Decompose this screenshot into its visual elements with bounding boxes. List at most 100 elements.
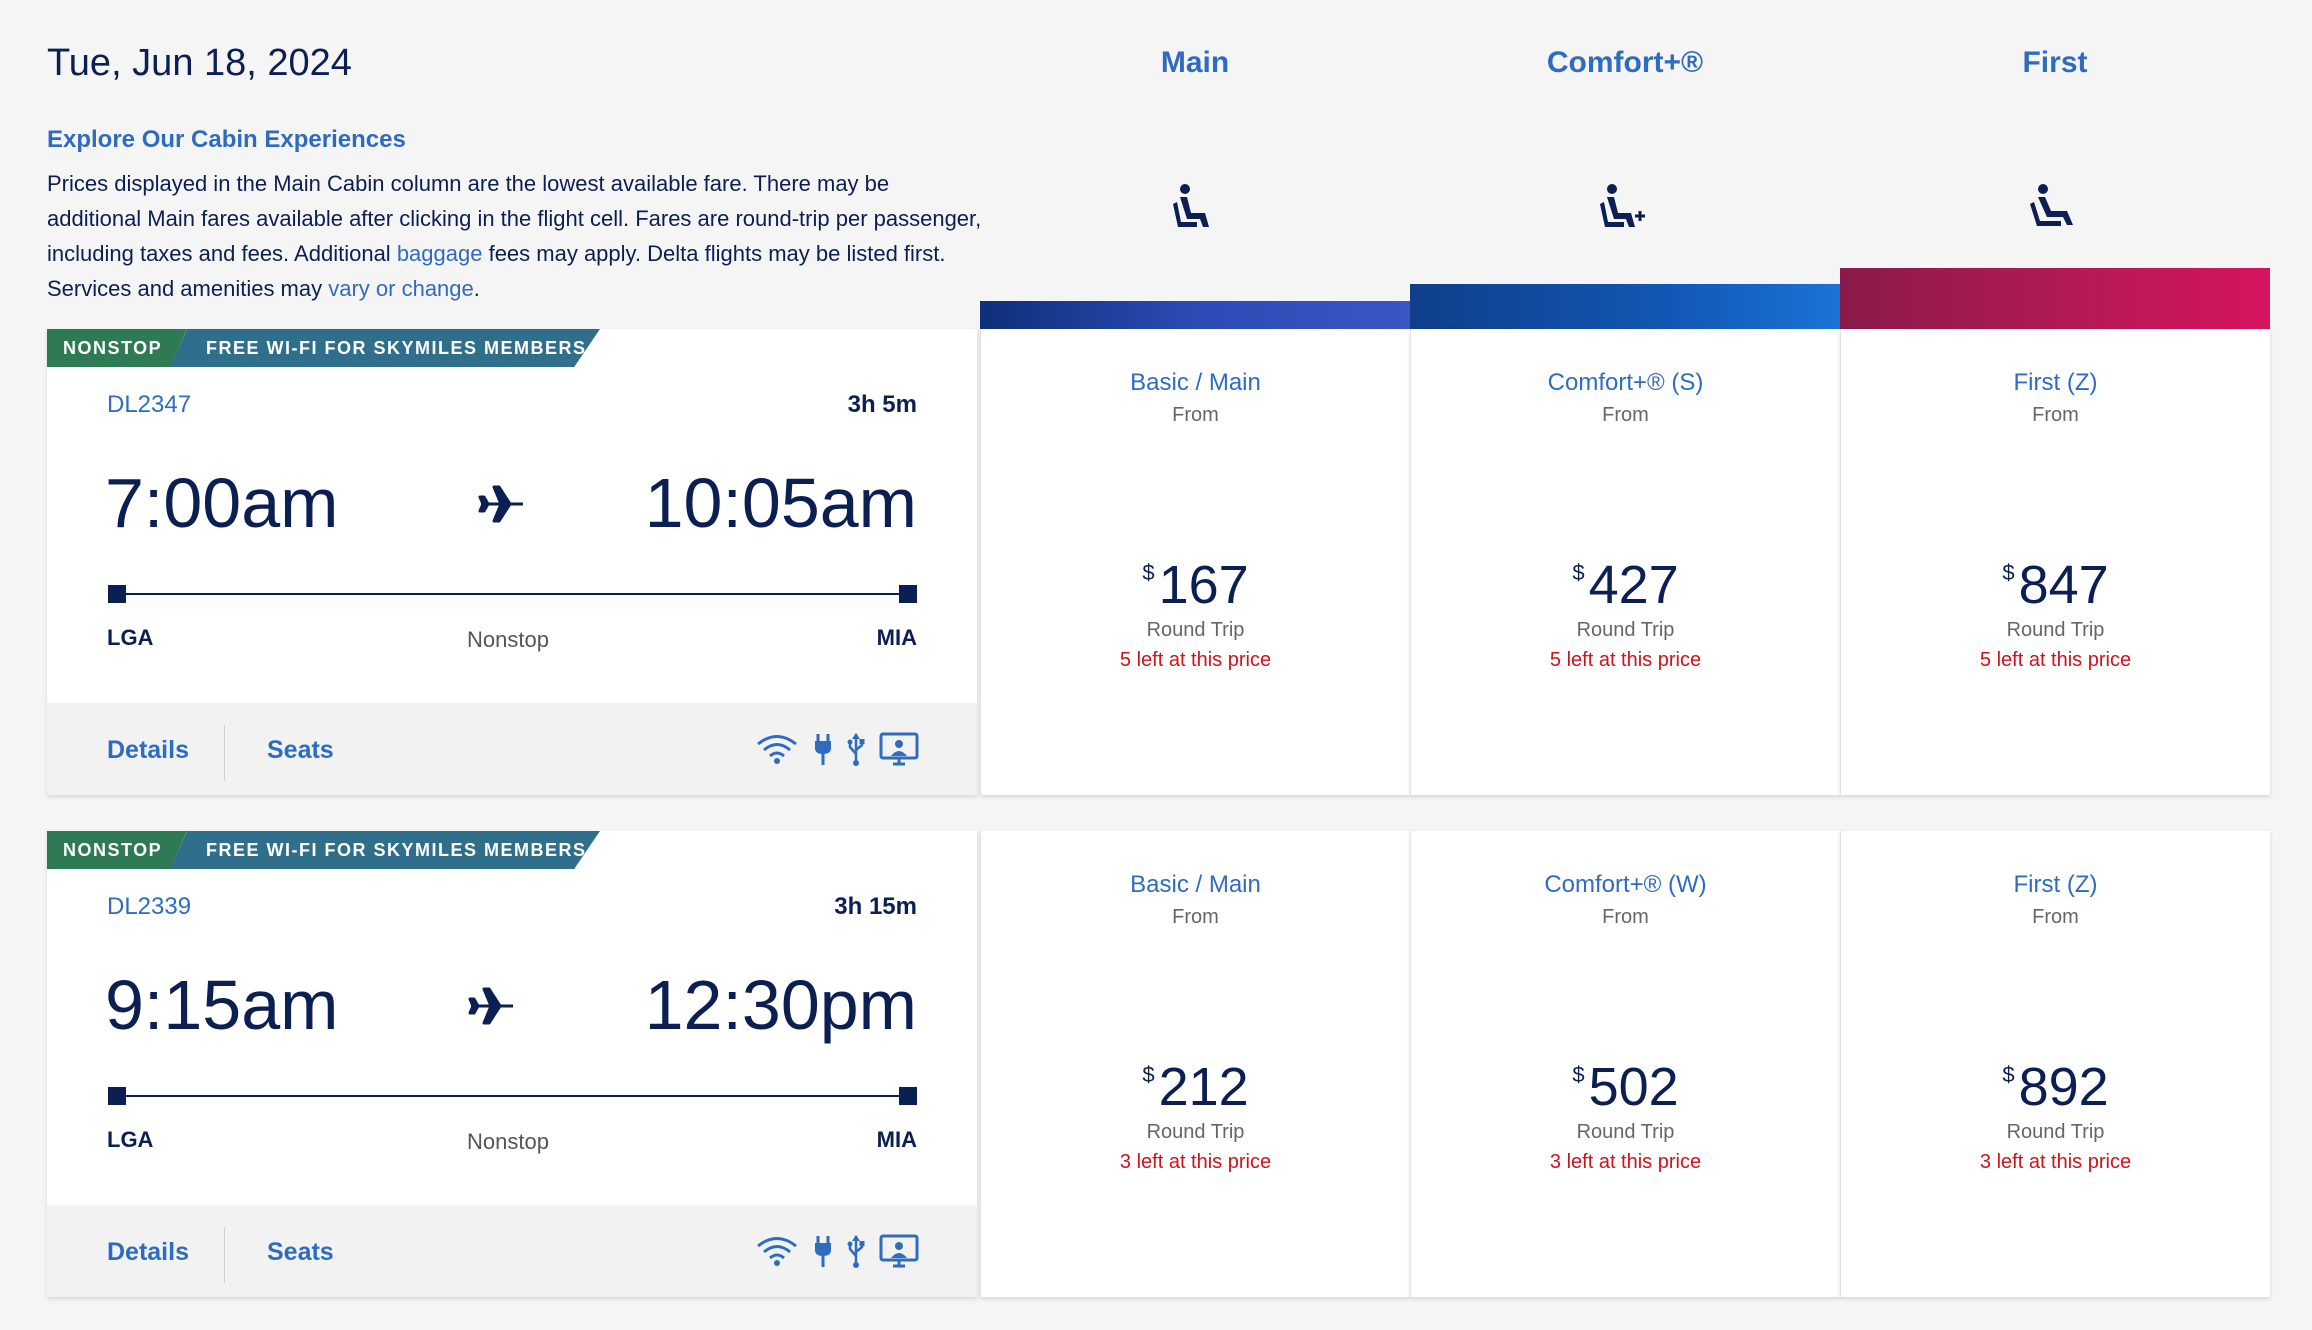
seats-link[interactable]: Seats — [267, 1238, 334, 1266]
fare-price: $502 — [1411, 1056, 1840, 1118]
fare-cell-comfort-plus[interactable]: Comfort+® (S) From $427 Round Trip 5 lef… — [1410, 329, 1840, 795]
seats-left-notice: 3 left at this price — [1549, 1151, 1702, 1173]
trip-type: Round Trip — [1146, 1121, 1245, 1143]
currency-symbol: $ — [1572, 560, 1585, 585]
fare-class-name: First (Z) — [2013, 369, 2098, 396]
fare-price: $212 — [981, 1056, 1410, 1118]
price-amount: 167 — [1158, 555, 1249, 615]
flight-card-footer: Details Seats — [47, 1205, 977, 1297]
origin-airport: LGA — [107, 625, 154, 650]
cabin-name[interactable]: First — [2022, 46, 2088, 79]
departure-time: 9:15am — [105, 966, 339, 1044]
seats-link[interactable]: Seats — [267, 736, 334, 764]
origin-marker — [108, 585, 126, 603]
fare-cell-main[interactable]: Basic / Main From $212 Round Trip 3 left… — [980, 831, 1410, 1297]
trip-type: Round Trip — [1576, 1121, 1675, 1143]
flight-info-card[interactable]: FREE WI-FI FOR SKYMILES MEMBERS NONSTOP … — [47, 329, 977, 795]
origin-airport: LGA — [107, 1127, 154, 1152]
trip-type: Round Trip — [1576, 619, 1675, 641]
seats-left-notice: 3 left at this price — [1119, 1151, 1272, 1173]
fare-price: $167 — [981, 554, 1410, 616]
currency-symbol: $ — [1572, 1062, 1585, 1087]
destination-airport: MIA — [876, 625, 917, 650]
fare-price: $892 — [1841, 1056, 2270, 1118]
explore-cabins-link[interactable]: Explore Our Cabin Experiences — [47, 126, 406, 153]
flight-number[interactable]: DL2339 — [107, 893, 192, 920]
amenities — [755, 731, 919, 767]
fare-class-name: Comfort+® (W) — [1544, 871, 1707, 898]
fare-from-label: From — [1172, 404, 1219, 426]
trip-type: Round Trip — [2006, 619, 2105, 641]
fare-cell-first[interactable]: First (Z) From $847 Round Trip 5 left at… — [1840, 329, 2270, 795]
flight-card-footer: Details Seats — [47, 703, 977, 795]
fare-from-label: From — [2032, 906, 2079, 928]
fare-cell-comfort-plus[interactable]: Comfort+® (W) From $502 Round Trip 3 lef… — [1410, 831, 1840, 1297]
route-line — [117, 593, 917, 595]
price-amount: 212 — [1158, 1057, 1249, 1117]
entertainment-icon — [879, 1234, 919, 1268]
power-icon — [815, 1236, 831, 1267]
fare-from-label: From — [1172, 906, 1219, 928]
departure-time: 7:00am — [105, 464, 339, 542]
fare-class-name: Basic / Main — [1130, 369, 1261, 396]
flight-number[interactable]: DL2347 — [107, 391, 192, 418]
arrival-time: 10:05am — [644, 464, 917, 542]
cabin-name[interactable]: Main — [1160, 46, 1230, 79]
cabin-color-bar — [1840, 268, 2270, 329]
usb-icon — [847, 1235, 865, 1268]
origin-marker — [108, 1087, 126, 1105]
fare-disclaimer: Prices displayed in the Main Cabin colum… — [47, 166, 982, 306]
arrival-time: 12:30pm — [644, 966, 917, 1044]
trip-type: Round Trip — [1146, 619, 1245, 641]
destination-marker — [899, 1087, 917, 1105]
disclaimer-text: Prices displayed in the Main Cabin colum… — [47, 171, 982, 266]
seats-left-notice: 5 left at this price — [1549, 649, 1702, 671]
nonstop-tag: NONSTOP — [47, 329, 187, 367]
price-amount: 892 — [2018, 1057, 2109, 1117]
currency-symbol: $ — [1142, 560, 1155, 585]
stops-label: Nonstop — [467, 1129, 549, 1154]
price-amount: 427 — [1588, 555, 1679, 615]
cabin-color-bar — [980, 301, 1410, 329]
flight-row: FREE WI-FI FOR SKYMILES MEMBERS NONSTOP … — [47, 831, 2270, 1297]
wifi-tag: FREE WI-FI FOR SKYMILES MEMBERS — [170, 329, 600, 367]
airplane-icon — [468, 987, 513, 1025]
power-icon — [815, 734, 831, 765]
price-amount: 502 — [1588, 1057, 1679, 1117]
fare-cell-main[interactable]: Basic / Main From $167 Round Trip 5 left… — [980, 329, 1410, 795]
footer-divider — [224, 1227, 225, 1283]
flight-info-card[interactable]: FREE WI-FI FOR SKYMILES MEMBERS NONSTOP … — [47, 831, 977, 1297]
flight-row: FREE WI-FI FOR SKYMILES MEMBERS NONSTOP … — [47, 329, 2270, 795]
seats-left-notice: 5 left at this price — [1119, 649, 1272, 671]
disclaimer-text: fees may apply. Delta flights may be lis… — [47, 241, 946, 301]
seat-plus-icon — [1600, 184, 1645, 227]
currency-symbol: $ — [2002, 560, 2015, 585]
travel-date: Tue, Jun 18, 2024 — [47, 42, 352, 84]
usb-icon — [847, 733, 865, 766]
details-link[interactable]: Details — [107, 736, 189, 764]
baggage-link[interactable]: baggage — [396, 241, 483, 266]
cabin-color-bar — [1410, 284, 1840, 329]
amenities — [755, 1233, 919, 1269]
price-amount: 847 — [2018, 555, 2109, 615]
destination-marker — [899, 585, 917, 603]
flight-duration: 3h 15m — [834, 893, 917, 920]
stops-label: Nonstop — [467, 627, 549, 652]
flight-duration: 3h 5m — [847, 391, 917, 418]
details-link[interactable]: Details — [107, 1238, 189, 1266]
destination-airport: MIA — [876, 1127, 917, 1152]
wifi-icon — [757, 735, 797, 764]
footer-divider — [224, 725, 225, 781]
vary-or-change-link[interactable]: vary or change — [328, 276, 474, 301]
cabin-name[interactable]: Comfort+® — [1546, 46, 1704, 79]
fare-from-label: From — [1602, 404, 1649, 426]
wifi-icon — [757, 1237, 797, 1266]
route-line — [117, 1095, 917, 1097]
seat-recline-icon — [2030, 184, 2073, 226]
fare-price: $427 — [1411, 554, 1840, 616]
seats-left-notice: 5 left at this price — [1979, 649, 2132, 671]
fare-cell-first[interactable]: First (Z) From $892 Round Trip 3 left at… — [1840, 831, 2270, 1297]
fare-from-label: From — [2032, 404, 2079, 426]
fare-class-name: Comfort+® (S) — [1547, 369, 1704, 396]
